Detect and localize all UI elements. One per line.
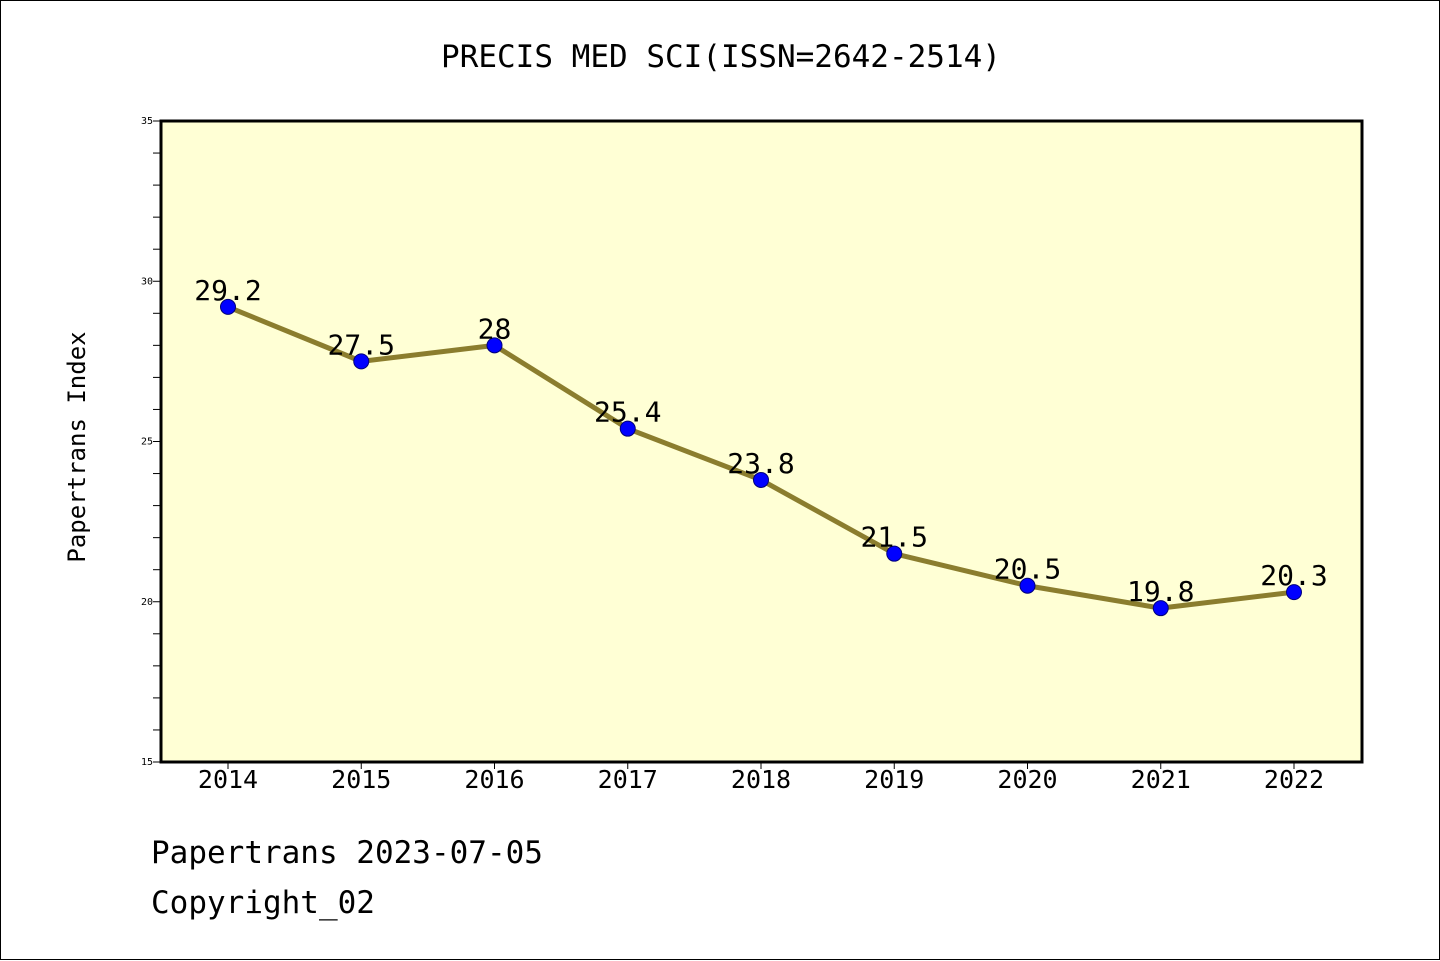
y-axis: 15 20 25 30 35 xyxy=(141,116,161,768)
data-point xyxy=(1019,577,1036,594)
x-tick-label: 2016 xyxy=(464,765,524,794)
data-point xyxy=(220,298,236,315)
data-point xyxy=(619,420,636,437)
data-point xyxy=(753,471,769,488)
x-tick-label: 2020 xyxy=(997,765,1057,794)
y-axis-label: Papertrans Index xyxy=(63,331,91,562)
data-point xyxy=(886,545,903,562)
data-label: 28 xyxy=(478,312,512,345)
x-tick-label: 2014 xyxy=(198,765,258,794)
data-label: 29.2 xyxy=(194,274,261,307)
data-label: 27.5 xyxy=(328,328,395,361)
y-tick-label: 35 xyxy=(141,116,153,127)
data-label: 21.5 xyxy=(861,521,928,554)
data-label: 19.8 xyxy=(1127,575,1194,608)
data-point xyxy=(1286,584,1302,601)
x-tick-label: 2021 xyxy=(1131,765,1191,794)
y-tick-label: 20 xyxy=(141,597,153,608)
x-tick-label: 2018 xyxy=(731,765,791,794)
x-axis: 2014 2015 2016 2017 2018 2019 2020 2021 2022 xyxy=(198,762,1324,794)
data-point xyxy=(1152,600,1169,617)
data-label: 23.8 xyxy=(727,447,794,480)
x-tick-label: 2017 xyxy=(598,765,658,794)
footer-date-text: Papertrans 2023-07-05 xyxy=(151,835,543,871)
data-label: 20.3 xyxy=(1260,559,1327,592)
y-tick-label: 30 xyxy=(141,276,153,287)
y-tick-label: 15 xyxy=(141,757,153,768)
footer-copyright-text: Copyright_02 xyxy=(151,885,375,921)
data-series: 29.2 27.5 28 25.4 23.8 21.5 20.5 19.8 20.3 xyxy=(194,274,1328,617)
x-tick-label: 2022 xyxy=(1264,765,1324,794)
data-label: 25.4 xyxy=(594,396,661,429)
plot-area xyxy=(159,119,1364,764)
chart-title: PRECIS MED SCI(ISSN=2642-2514) xyxy=(441,39,1001,75)
data-point xyxy=(353,353,370,370)
x-tick-label: 2019 xyxy=(864,765,924,794)
data-label: 20.5 xyxy=(994,553,1061,586)
x-tick-label: 2015 xyxy=(331,765,391,794)
data-point xyxy=(486,337,503,354)
y-tick-label: 25 xyxy=(141,437,153,448)
